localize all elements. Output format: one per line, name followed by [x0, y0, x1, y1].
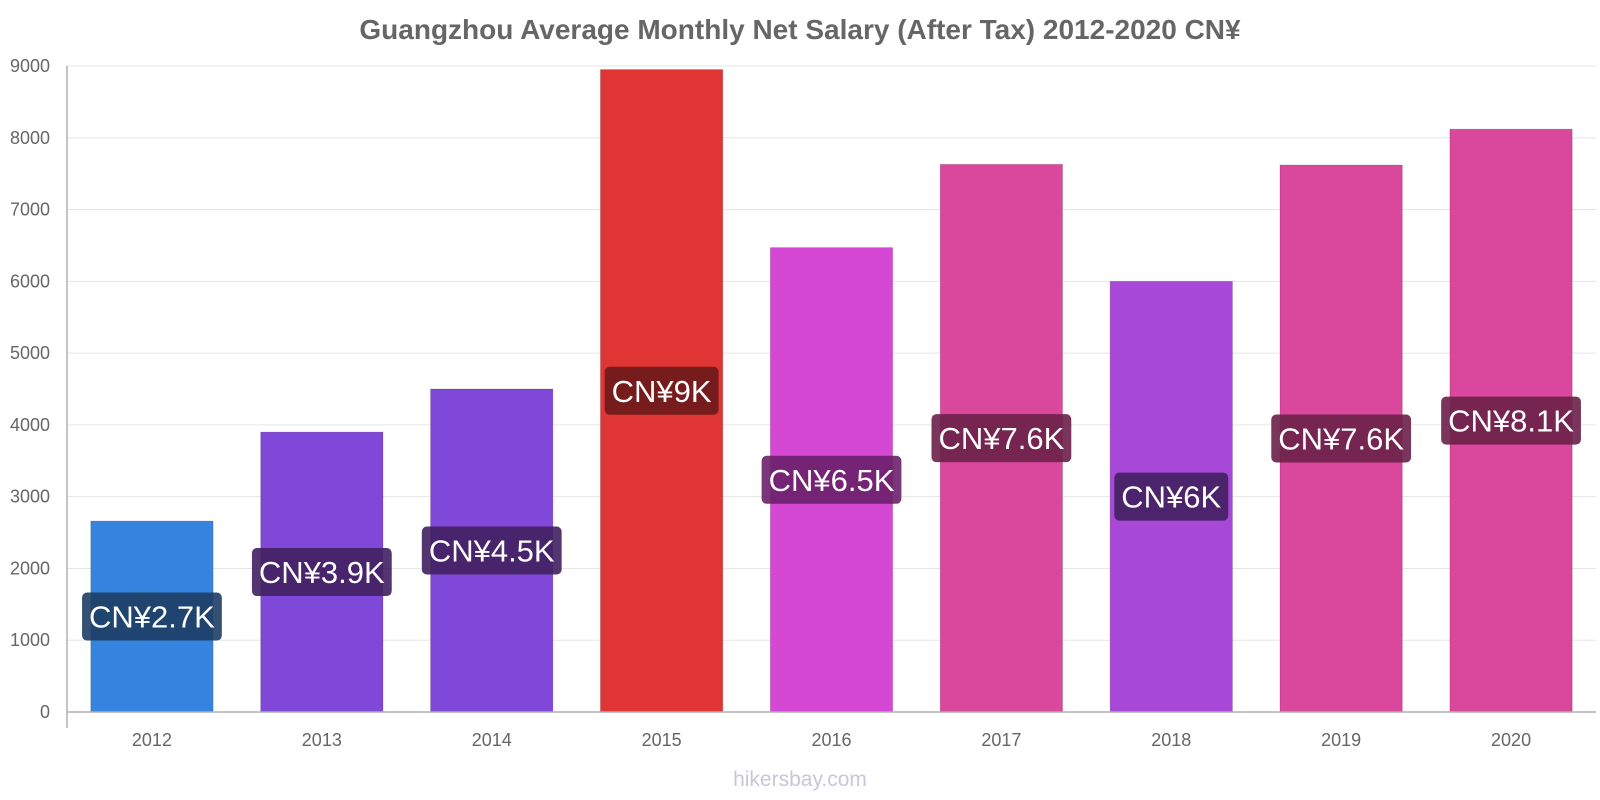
data-label-2018: CN¥6K	[1114, 472, 1229, 521]
data-label-2015: CN¥9K	[604, 366, 719, 415]
axes	[66, 66, 1596, 728]
data-label-2017: CN¥7.6K	[931, 414, 1072, 463]
data-label-text: CN¥6K	[1121, 480, 1221, 515]
y-tick-label: 6000	[10, 271, 50, 291]
y-tick-label: 1000	[10, 630, 50, 650]
y-tick-label: 2000	[10, 558, 50, 578]
x-tick-label: 2016	[811, 730, 851, 750]
data-label-2013: CN¥3.9K	[251, 548, 392, 597]
x-tick-label: 2013	[302, 730, 342, 750]
data-label-2014: CN¥4.5K	[421, 526, 562, 575]
data-label-text: CN¥3.9K	[259, 555, 385, 590]
bars	[90, 69, 1573, 713]
y-tick-label: 0	[40, 702, 50, 722]
x-axis-ticks: 2012 2013 2014 2015 2016 2017 2018 2019 2020	[132, 730, 1531, 750]
chart-title: Guangzhou Average Monthly Net Salary (Af…	[359, 14, 1241, 45]
data-label-2020: CN¥8.1K	[1441, 396, 1581, 445]
y-tick-label: 5000	[10, 343, 50, 363]
data-label-box	[421, 526, 562, 575]
data-label-text: CN¥9K	[612, 374, 712, 409]
y-axis-ticks: 0 1000 2000 3000 4000 5000 6000 7000 8000 9000	[10, 56, 50, 722]
data-label-box	[251, 548, 392, 597]
data-label-text: CN¥4.5K	[429, 534, 555, 569]
y-tick-label: 4000	[10, 415, 50, 435]
data-label-text: CN¥7.6K	[938, 421, 1064, 456]
y-tick-label: 3000	[10, 487, 50, 507]
data-label-box	[1441, 396, 1581, 445]
data-label-text: CN¥8.1K	[1448, 404, 1574, 439]
data-label-text: CN¥2.7K	[89, 600, 215, 635]
data-label-box	[931, 414, 1072, 463]
data-labels: CN¥2.7K CN¥3.9K CN¥4.5K CN¥9K CN¥6.5K CN¥7.6K…	[82, 366, 1581, 641]
x-tick-label: 2014	[472, 730, 512, 750]
data-label-box	[761, 455, 902, 504]
x-tick-label: 2015	[642, 730, 682, 750]
data-label-box	[604, 366, 719, 415]
x-tick-label: 2018	[1151, 730, 1191, 750]
data-label-2016: CN¥6.5K	[761, 455, 902, 504]
x-tick-label: 2012	[132, 730, 172, 750]
data-label-text: CN¥7.6K	[1278, 422, 1404, 457]
data-label-2019: CN¥7.6K	[1271, 414, 1412, 463]
y-tick-label: 8000	[10, 128, 50, 148]
data-label-box	[82, 592, 222, 641]
data-label-box	[1114, 472, 1229, 521]
y-tick-label: 7000	[10, 200, 50, 220]
watermark: hikersbay.com	[733, 768, 867, 791]
x-tick-label: 2017	[981, 730, 1021, 750]
data-label-text: CN¥6.5K	[769, 463, 895, 498]
y-tick-label: 9000	[10, 56, 50, 76]
data-label-2012: CN¥2.7K	[82, 592, 222, 641]
data-label-box	[1271, 414, 1412, 463]
x-tick-label: 2020	[1491, 730, 1531, 750]
x-tick-label: 2019	[1321, 730, 1361, 750]
